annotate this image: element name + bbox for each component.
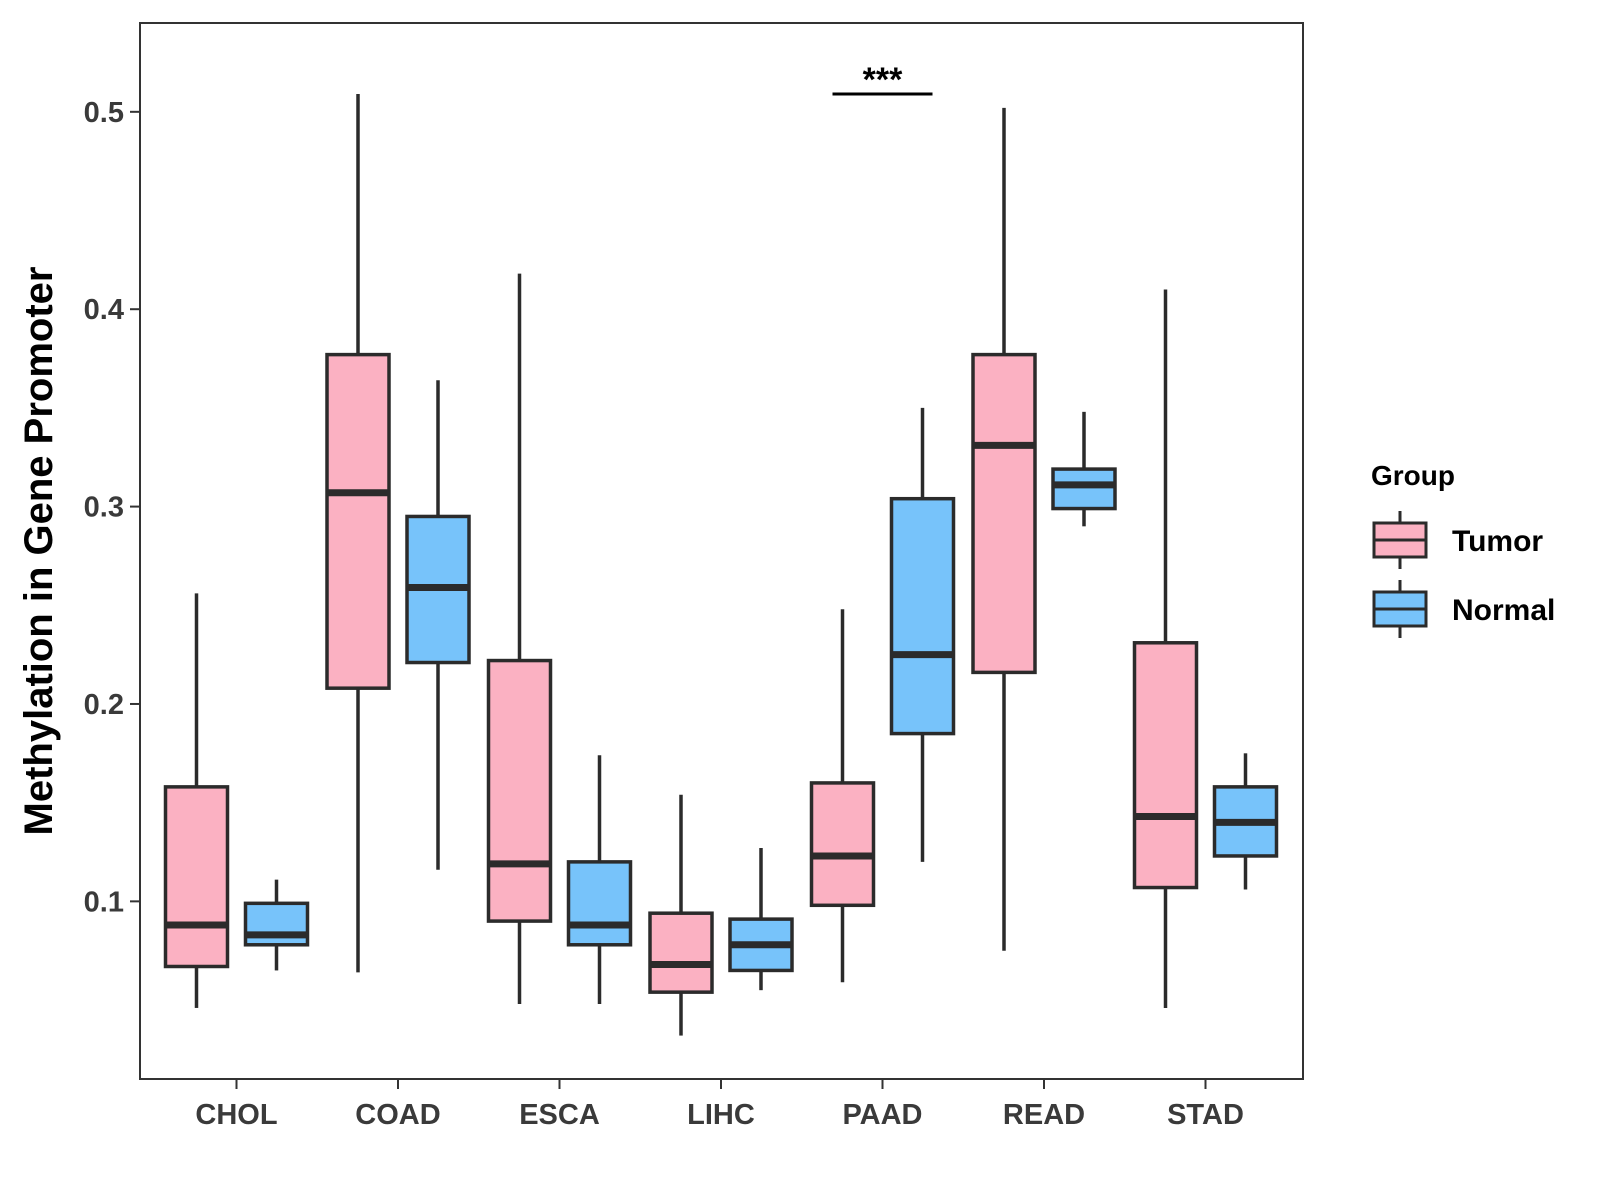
x-tick-label-stad: STAD [1167,1099,1244,1131]
box-normal-chol [243,879,310,971]
legend-label-normal: Normal [1452,594,1555,627]
legend-key-normal [1372,580,1428,638]
x-axis: CHOL COAD ESCA LIHC PAAD READ STAD [195,1079,1244,1131]
y-tick-label-3: 0.4 [84,294,124,326]
y-tick-label-4: 0.5 [84,97,124,129]
box-body-tumor-esca [486,658,553,923]
y-tick-label-2: 0.3 [84,492,124,524]
y-tick-label-0: 0.1 [84,886,124,918]
legend-label-tumor: Tumor [1452,525,1543,558]
box-body-tumor-lihc [648,911,714,994]
y-axis-title: Methylation in Gene Promoter [17,267,61,836]
x-tick-label-lihc: LIHC [687,1099,755,1131]
box-normal-stad [1212,753,1279,890]
plot-area [163,94,1279,1036]
box-normal-read [1051,411,1117,527]
box-tumor-paad [809,609,876,983]
x-tick-label-paad: PAAD [842,1099,922,1131]
box-body-tumor-coad [325,352,391,690]
legend-title: Group [1371,460,1455,491]
box-normal-esca [566,755,633,1004]
box-body-normal-esca [566,860,633,947]
box-tumor-stad [1132,289,1199,1008]
box-normal-lihc [728,848,794,991]
box-body-tumor-paad [809,781,876,908]
significance-label-0: *** [863,61,903,99]
x-tick-label-chol: CHOL [195,1099,277,1131]
box-tumor-lihc [648,794,714,1036]
box-normal-coad [405,380,471,870]
x-tick-label-read: READ [1003,1099,1085,1131]
box-body-normal-chol [243,901,310,947]
x-tick-label-esca: ESCA [519,1099,600,1131]
box-normal-paad [889,407,956,862]
legend: Group Tumor Normal [1371,460,1555,638]
box-tumor-esca [486,273,553,1004]
legend-key-tumor [1372,511,1428,569]
x-tick-label-coad: COAD [355,1099,440,1131]
box-tumor-chol [163,593,230,1008]
box-tumor-read [971,107,1037,951]
box-body-tumor-stad [1132,641,1199,890]
significance-annotations: *** [832,61,933,99]
box-tumor-coad [325,94,391,973]
box-body-tumor-chol [163,785,230,969]
box-body-normal-read [1051,467,1117,511]
y-axis: 0.1 0.2 0.3 0.4 0.5 [84,97,140,918]
box-body-tumor-read [971,352,1037,675]
box-body-normal-paad [889,496,956,736]
y-tick-label-1: 0.2 [84,689,124,721]
